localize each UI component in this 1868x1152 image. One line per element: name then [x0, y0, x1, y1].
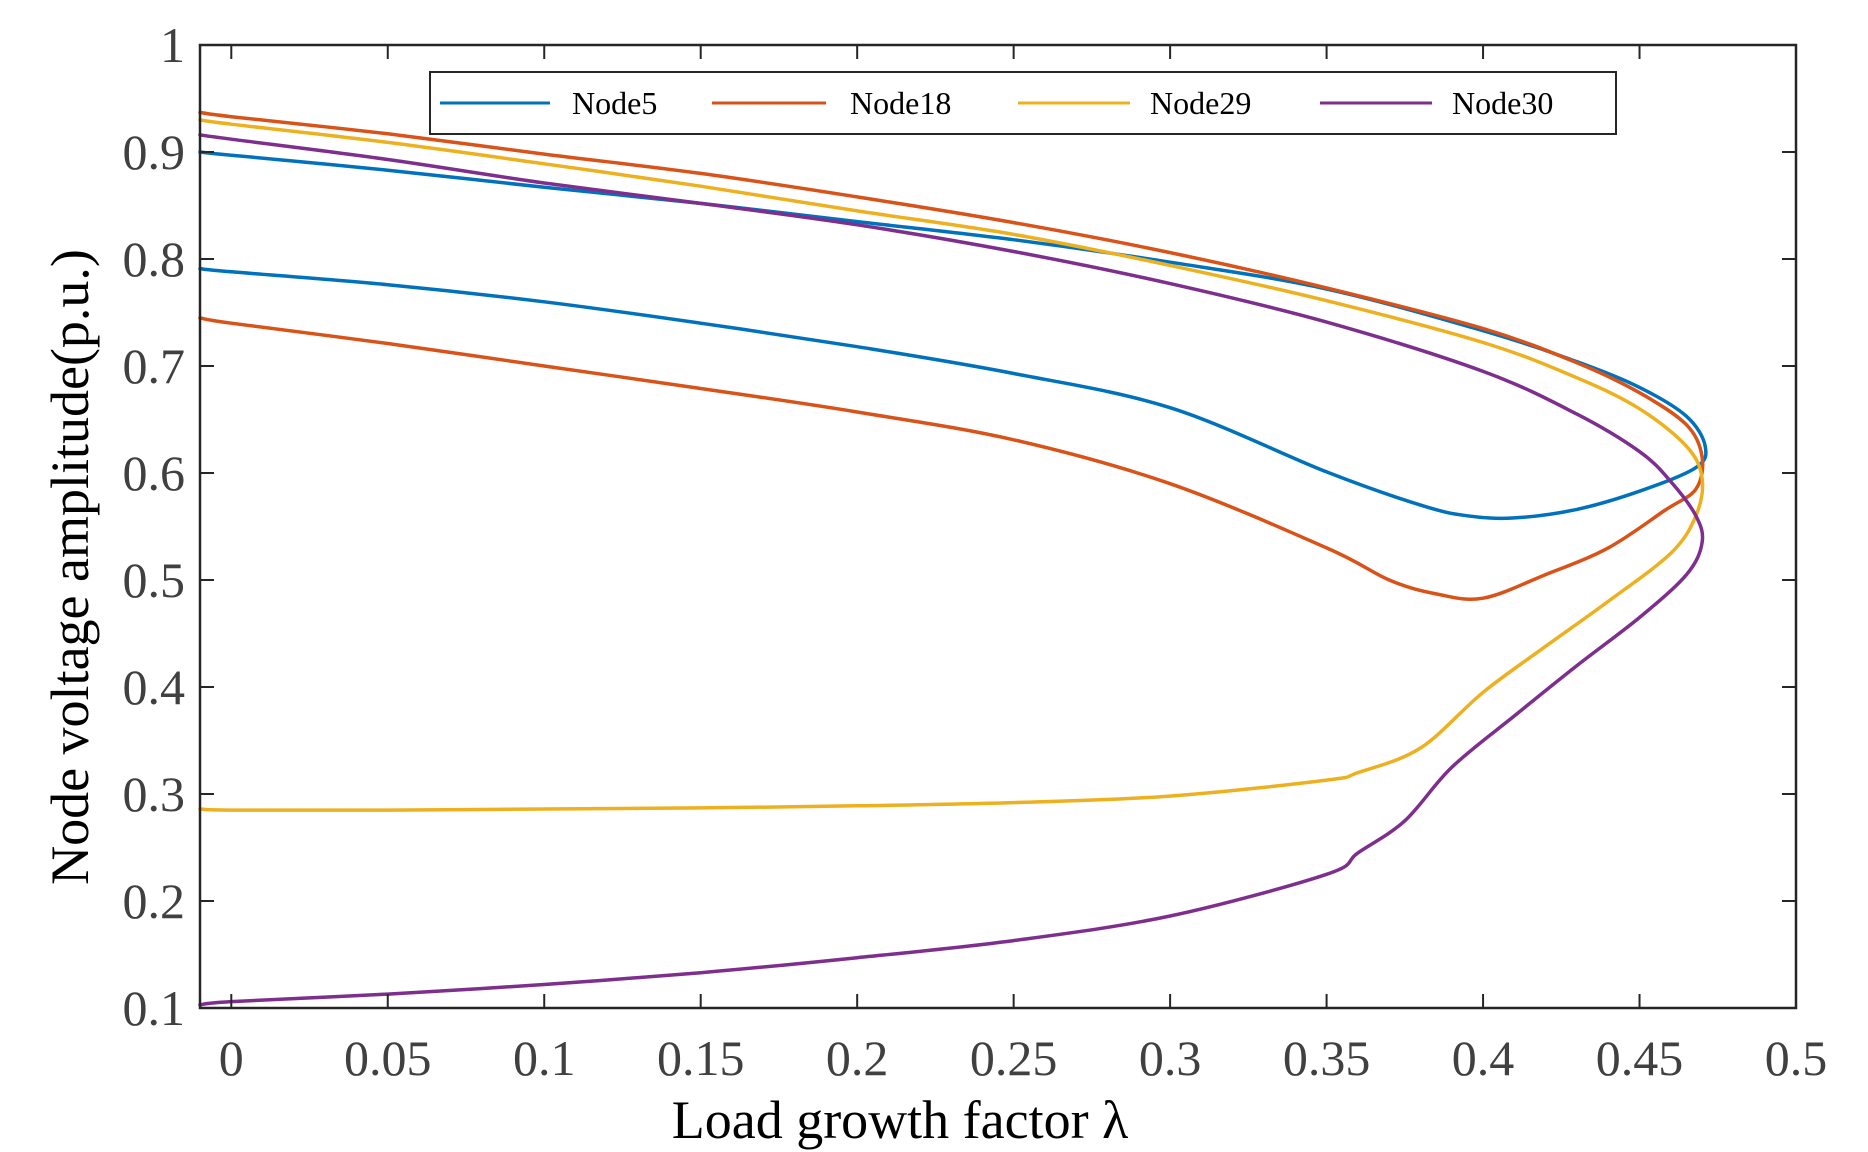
y-tick-label: 0.2 [123, 873, 186, 929]
x-tick-label: 0 [219, 1030, 244, 1086]
y-tick-label: 0.3 [123, 766, 186, 822]
x-tick-label: 0.4 [1452, 1030, 1515, 1086]
tick-marks [200, 44, 1797, 1009]
y-tick-labels: 0.1 0.2 0.3 0.4 0.5 0.6 0.7 0.8 0.9 1 [123, 17, 186, 1036]
x-tick-label: 0.5 [1765, 1030, 1828, 1086]
y-tick-label: 0.8 [123, 231, 186, 287]
legend-label-node29: Node29 [1150, 85, 1251, 121]
y-tick-label: 0.1 [123, 980, 186, 1036]
legend-label-node5: Node5 [572, 85, 657, 121]
x-tick-labels: 0 0.05 0.1 0.15 0.2 0.25 0.3 0.35 0.4 0.45 0.5 [219, 1030, 1827, 1086]
y-axis-title: Node voltage amplitude(p.u.) [40, 249, 100, 885]
x-tick-label: 0.3 [1139, 1030, 1202, 1086]
x-tick-label: 0.1 [513, 1030, 576, 1086]
y-tick-label: 0.6 [123, 445, 186, 501]
legend: Node5 Node18 Node29 Node30 [429, 71, 1617, 135]
legend-label-node18: Node18 [850, 85, 951, 121]
series-line-node18 [198, 110, 1705, 602]
x-tick-label: 0.35 [1283, 1030, 1371, 1086]
y-tick-label: 1 [160, 17, 185, 73]
x-tick-label: 0.25 [970, 1030, 1058, 1086]
x-tick-label: 0.45 [1596, 1030, 1684, 1086]
y-tick-label: 0.7 [123, 338, 186, 394]
x-tick-label: 0.15 [657, 1030, 745, 1086]
series-line-node5 [198, 150, 1708, 521]
legend-label-node30: Node30 [1452, 85, 1553, 121]
x-axis-title: Load growth factor λ [672, 1090, 1129, 1150]
x-tick-label: 0.2 [826, 1030, 889, 1086]
y-tick-label: 0.5 [123, 552, 186, 608]
series-line-node29 [198, 118, 1705, 812]
y-tick-label: 0.9 [123, 124, 186, 180]
plot-lines [198, 110, 1708, 1007]
series-line-node30 [198, 133, 1705, 1007]
y-tick-label: 0.4 [123, 659, 186, 715]
x-tick-label: 0.05 [344, 1030, 432, 1086]
plot-frame [198, 43, 1798, 1010]
